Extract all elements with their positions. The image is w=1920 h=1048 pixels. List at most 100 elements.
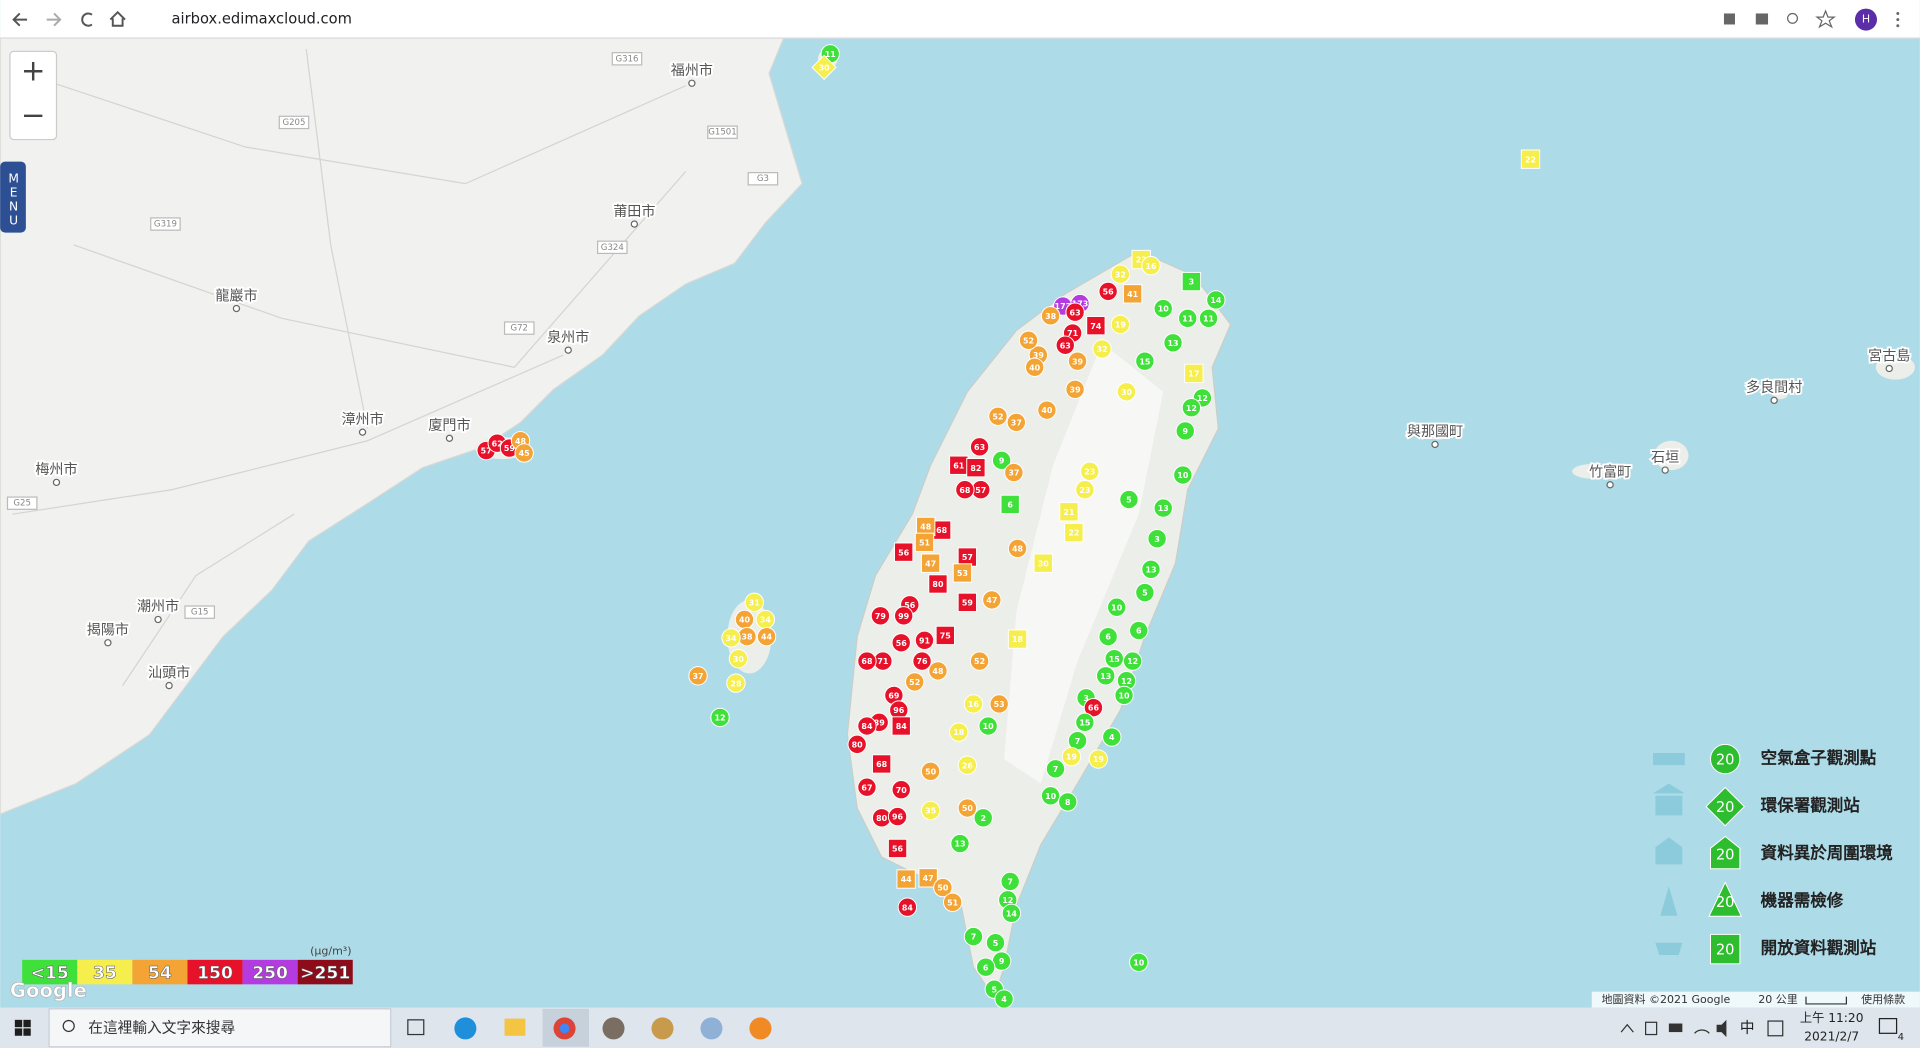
station-value[interactable]: 38 (741, 633, 753, 642)
station-value[interactable]: 32 (1096, 345, 1107, 354)
ime-indicator[interactable]: 中 (1740, 1019, 1755, 1036)
station-value[interactable]: 37 (692, 672, 703, 681)
profile-avatar[interactable] (1854, 8, 1877, 31)
station-value[interactable]: 6 (983, 963, 989, 972)
menu-tab[interactable] (0, 161, 26, 233)
station-value[interactable]: 5 (993, 939, 999, 948)
station-value[interactable]: 5 (992, 985, 998, 994)
station-value[interactable]: 6 (1007, 501, 1013, 510)
station-value[interactable]: 23 (1136, 256, 1147, 265)
station-value[interactable]: 22 (1068, 529, 1079, 538)
station-value[interactable]: 59 (504, 444, 516, 453)
station-value[interactable]: 12 (1186, 404, 1197, 413)
station-value[interactable]: 57 (975, 486, 986, 495)
search-box[interactable] (48, 1008, 392, 1048)
station-value[interactable]: 44 (901, 875, 913, 884)
tray-icons[interactable] (1620, 1019, 1784, 1037)
station-value[interactable]: 5 (1142, 589, 1148, 598)
station-value[interactable]: 40 (1041, 406, 1053, 415)
clock-date[interactable]: 2021/2/7 (1804, 1029, 1859, 1043)
station-value[interactable]: 38 (1045, 312, 1057, 321)
station-value[interactable]: 10 (1111, 603, 1123, 612)
station-value[interactable]: 71 (877, 657, 888, 666)
station-value[interactable]: 50 (962, 804, 974, 813)
notification-icon[interactable] (1878, 1018, 1898, 1034)
station-value[interactable]: 56 (898, 548, 910, 557)
station-value[interactable]: 9 (999, 957, 1005, 966)
station-value[interactable]: 70 (896, 786, 908, 795)
station-value[interactable]: 53 (957, 569, 968, 578)
station-value[interactable]: 47 (986, 596, 997, 605)
station-value[interactable]: 13 (1158, 504, 1169, 513)
station-value[interactable]: 56 (904, 601, 916, 610)
station-value[interactable]: 3 (1189, 278, 1195, 287)
station-value[interactable]: 13 (1168, 339, 1179, 348)
station-value[interactable]: 74 (1090, 322, 1102, 331)
station-value[interactable]: 56 (896, 639, 908, 648)
station-value[interactable]: 63 (974, 443, 985, 452)
station-value[interactable]: 40 (739, 616, 751, 625)
station-value[interactable]: 40 (1029, 363, 1041, 372)
station-value[interactable]: 80 (932, 580, 944, 589)
station-value[interactable]: 80 (876, 814, 888, 823)
station-value[interactable]: 63 (1070, 308, 1081, 317)
station-value[interactable]: 96 (892, 813, 904, 822)
station-value[interactable]: 13 (1145, 565, 1156, 574)
station-value[interactable]: 19 (1066, 753, 1078, 762)
station-value[interactable]: 52 (992, 412, 1003, 421)
station-value[interactable]: 47 (923, 874, 934, 883)
station-value[interactable]: 6 (1136, 627, 1142, 636)
station-value[interactable]: 10 (1119, 692, 1131, 701)
station-value[interactable]: 35 (925, 807, 936, 816)
station-value[interactable]: 56 (1103, 287, 1115, 296)
station-value[interactable]: 39 (1070, 385, 1082, 394)
station-value[interactable]: 68 (876, 760, 888, 769)
station-value[interactable]: 44 (761, 633, 773, 642)
station-value[interactable]: 17 (1188, 370, 1199, 379)
station-value[interactable]: 18 (1012, 635, 1024, 644)
station-value[interactable]: 39 (1072, 357, 1084, 366)
station-value[interactable]: 30 (733, 655, 745, 664)
station-value[interactable]: 48 (1012, 545, 1024, 554)
station-value[interactable]: 68 (959, 486, 971, 495)
station-value[interactable]: 16 (968, 700, 980, 709)
station-value[interactable]: 30 (1121, 388, 1133, 397)
nav-buttons[interactable] (12, 10, 126, 27)
station-value[interactable]: 5 (1126, 496, 1132, 505)
station-value[interactable]: 56 (892, 845, 904, 854)
station-value[interactable]: 48 (932, 667, 944, 676)
station-value[interactable]: 7 (1053, 765, 1059, 774)
station-value[interactable]: 7 (1075, 737, 1081, 746)
station-value[interactable]: 11 (1182, 314, 1193, 323)
taskbar-apps[interactable] (407, 1008, 772, 1047)
station-value[interactable]: 63 (1060, 341, 1071, 350)
station-value[interactable]: 91 (919, 636, 930, 645)
station-value[interactable]: 52 (974, 657, 985, 666)
station-value[interactable]: 51 (947, 898, 958, 907)
station-value[interactable]: 84 (896, 722, 908, 731)
station-value[interactable]: 12 (1197, 394, 1208, 403)
station-value[interactable]: 8 (1065, 798, 1071, 807)
station-value[interactable]: 41 (1127, 290, 1138, 299)
station-value[interactable]: 16 (1145, 262, 1157, 271)
station-value[interactable]: 12 (1002, 896, 1013, 905)
station-value[interactable]: 3 (1083, 694, 1089, 703)
station-value[interactable]: 10 (1158, 305, 1170, 314)
station-value[interactable]: 23 (1079, 486, 1090, 495)
station-value[interactable]: 14 (1210, 296, 1222, 305)
station-value[interactable]: 62 (492, 439, 503, 448)
station-value[interactable]: 57 (962, 553, 973, 562)
station-value[interactable]: 7 (1007, 878, 1013, 887)
station-value[interactable]: 4 (1109, 733, 1115, 742)
station-value[interactable]: 173 (1055, 302, 1072, 311)
station-value[interactable]: 34 (726, 634, 738, 643)
station-value[interactable]: 30 (1038, 559, 1050, 568)
station-value[interactable]: 22 (1525, 155, 1536, 164)
station-value[interactable]: 53 (994, 700, 1005, 709)
station-value[interactable]: 3 (1154, 535, 1160, 544)
station-value[interactable]: 50 (937, 884, 949, 893)
station-value[interactable]: 11 (825, 50, 836, 59)
station-value[interactable]: 7 (971, 933, 977, 942)
terms[interactable]: 使用條款 (1861, 992, 1905, 1006)
station-value[interactable]: 80 (852, 740, 864, 749)
